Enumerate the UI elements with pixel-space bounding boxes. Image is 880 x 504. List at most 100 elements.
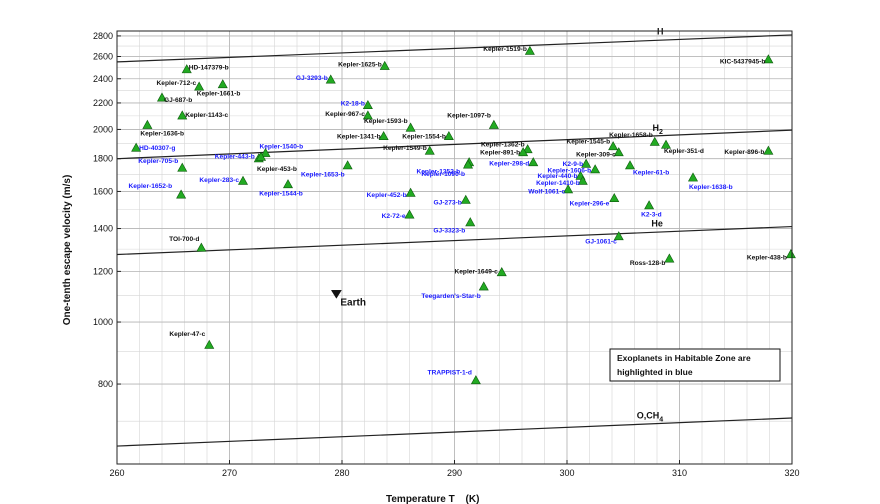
planet-marker: [460, 194, 471, 204]
planet-label: Kepler-1554-b: [402, 133, 446, 140]
planet-marker: [649, 136, 660, 146]
planet-marker: [260, 147, 271, 157]
planet-label: GJ-687-b: [164, 97, 192, 104]
planet-label: Kepler-438-b: [747, 255, 787, 262]
planet-marker: [496, 267, 507, 277]
x-axis-unit: (K): [466, 494, 480, 504]
y-tick-label: 2200: [93, 98, 113, 108]
planet-label: Kepler-967-c: [325, 111, 365, 118]
reference-line-label: O,CH4: [637, 410, 664, 423]
planet-marker: [763, 145, 774, 155]
planet-label: GJ-3323-b: [433, 228, 465, 235]
planet-label: Kepler-452-b: [367, 192, 407, 199]
planet-label: Kepler-1653-b: [301, 172, 345, 179]
note-box: [609, 348, 781, 382]
planet-marker: [194, 81, 205, 91]
x-tick-label: 300: [559, 468, 574, 478]
y-tick-label: 800: [98, 379, 113, 389]
planet-marker: [581, 158, 592, 168]
planet-marker: [664, 253, 675, 263]
planet-marker: [644, 200, 655, 210]
planet-marker: [470, 375, 481, 385]
planet-label: Kepler-1090-b: [421, 171, 465, 178]
planet-label: Kepler-1362-b: [481, 142, 525, 149]
planet-marker: [443, 130, 454, 140]
planet-marker: [577, 175, 588, 185]
planet-label: TRAPPIST-1-d: [428, 370, 472, 377]
planet-marker: [196, 242, 207, 252]
planet-label: Kepler-1658-b: [609, 132, 653, 139]
planet-label: Kepler-705-b: [138, 158, 178, 165]
reference-line-he: [116, 225, 793, 256]
x-tick-label: 270: [222, 468, 237, 478]
planet-label: Kepler-1649-c: [455, 269, 499, 276]
y-tick-label: 1000: [93, 317, 113, 327]
x-tick-label: 260: [109, 468, 124, 478]
planet-label: Ross-128-b: [630, 260, 666, 267]
planet-marker: [613, 231, 624, 241]
y-tick-label: 2000: [93, 124, 113, 134]
planet-label: GJ-1061-c: [585, 239, 617, 246]
planet-label: Kepler-1625-b: [338, 61, 382, 68]
planet-marker: [465, 217, 476, 227]
planet-marker: [785, 249, 796, 259]
planet-points: [131, 45, 796, 385]
planet-label: Kepler-1549-b: [383, 145, 427, 152]
planet-label: GJ-3293-b: [296, 75, 328, 82]
planet-label: HD-40307-g: [139, 145, 175, 152]
planet-label: Kepler-1652-b: [129, 183, 173, 190]
planet-label: Kepler-1544-b: [259, 191, 303, 198]
x-tick-label: 290: [447, 468, 462, 478]
planet-marker: [528, 157, 539, 167]
axes: 260 270 280 290 300 310 320 800 1000 1200 1400 1600…: [93, 30, 800, 478]
planet-marker: [590, 164, 601, 174]
planet-marker: [660, 139, 672, 149]
planet-label: Teegarden's-Star-b: [421, 293, 480, 300]
planet-label: Kepler-1097-b: [447, 112, 491, 119]
planet-label: Kepler-61-b: [633, 170, 669, 177]
planet-marker: [609, 192, 620, 203]
planet-label: K2-18-b: [341, 100, 365, 107]
planet-label: Kepler-1593-b: [364, 118, 408, 125]
planet-marker: [379, 60, 390, 70]
planet-marker: [763, 54, 774, 64]
planet-marker: [177, 162, 188, 172]
planet-label: Kepler-351-d: [664, 148, 704, 155]
note-line-2: highlighted in blue: [617, 367, 693, 377]
planet-label: Kepler-1410-b: [536, 180, 580, 187]
planet-label: K2-9-b: [563, 161, 584, 168]
planet-marker: [478, 281, 489, 291]
planet-marker: [131, 142, 142, 152]
planet-label: Kepler-1352-b: [417, 169, 461, 176]
reference-line-label: He: [651, 218, 663, 228]
y-tick-label: 1400: [93, 224, 113, 234]
planet-marker: [282, 179, 294, 189]
planet-label: Kepler-1519-b: [483, 46, 527, 53]
planet-label: KIC-5437945-b: [720, 59, 765, 66]
planet-marker: [255, 151, 267, 161]
planet-marker: [518, 147, 529, 157]
planet-marker: [156, 92, 168, 102]
planet-label: GJ-273-b: [434, 199, 462, 206]
planet-labels: Kepler-1519-b KIC-5437945-b HD-147379-b Kep…: [129, 46, 787, 376]
planet-label: Kepler-1540-b: [260, 143, 304, 150]
planet-label: TOI-700-d: [169, 236, 199, 243]
x-axis-title: Temperature T: [386, 494, 455, 504]
planet-marker: [608, 141, 619, 151]
planet-marker: [424, 145, 435, 155]
x-tick-label: 280: [334, 468, 349, 478]
planet-marker: [176, 189, 187, 199]
planet-marker: [362, 110, 373, 120]
planet-label: Kepler-1636-b: [140, 130, 184, 137]
planet-marker: [177, 110, 188, 120]
planet-marker: [362, 99, 373, 110]
planet-label: Kepler-283-c: [199, 177, 239, 184]
x-axis-label: Temperature T (K): [386, 494, 479, 504]
planet-label: Kepler-47-c: [169, 331, 205, 338]
planet-label: Kepler-1341-b: [337, 133, 381, 140]
planet-marker: [181, 64, 192, 74]
planet-label: Kepler-1606-b: [548, 168, 592, 175]
planet-marker: [142, 119, 153, 129]
